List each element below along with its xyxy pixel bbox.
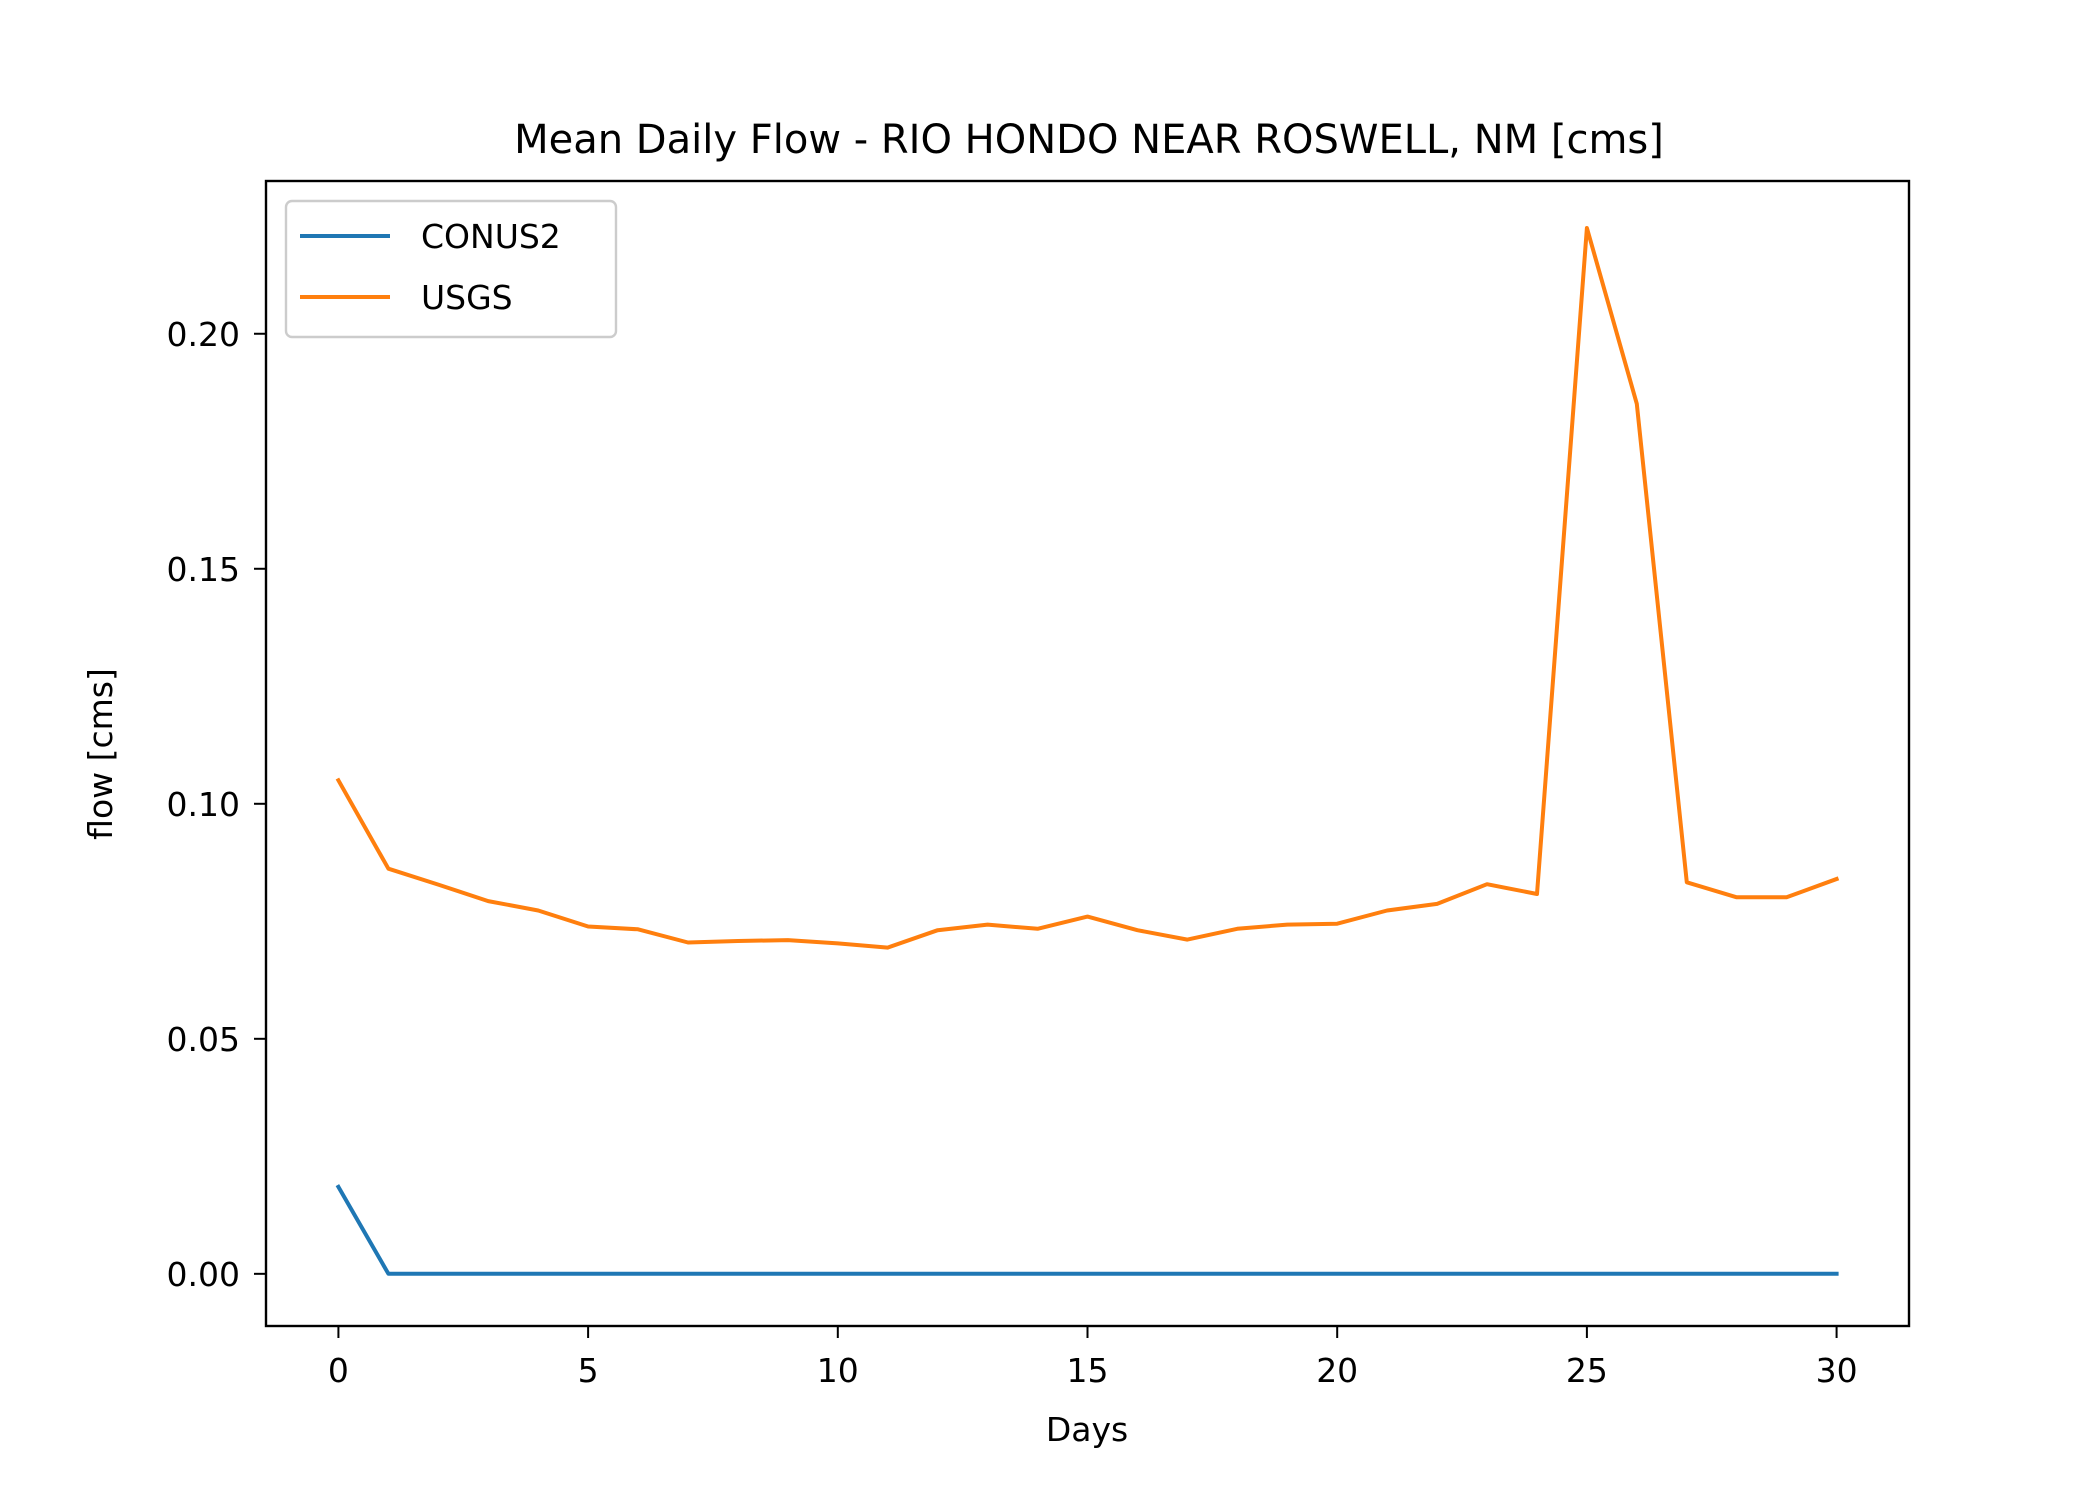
y-tick-label: 0.15 [167,550,240,589]
x-tick-label: 20 [1316,1351,1358,1390]
y-axis: 0.00 0.05 0.10 0.15 0.20 [167,315,266,1294]
y-tick-label: 0.10 [167,785,240,824]
x-tick-label: 30 [1816,1351,1858,1390]
x-tick-label: 5 [578,1351,599,1390]
legend: CONUS2 USGS [284,199,618,339]
y-tick-label: 0.05 [167,1020,240,1059]
legend-label-conus2: CONUS2 [421,217,561,256]
x-tick-label: 0 [328,1351,349,1390]
chart-title: Mean Daily Flow - RIO HONDO NEAR ROSWELL… [514,117,1664,163]
series-line-conus2 [335,1184,1839,1276]
x-tick-label: 10 [817,1351,859,1390]
x-tick-label: 25 [1566,1351,1608,1390]
x-tick-label: 15 [1067,1351,1109,1390]
y-tick-label: 0.20 [167,315,240,354]
series-layer [335,226,1840,1276]
legend-label-usgs: USGS [421,278,513,317]
series-line-usgs [335,226,1840,950]
x-axis: 0 5 10 15 20 25 30 [328,1326,1858,1390]
y-tick-label: 0.00 [167,1255,240,1294]
y-axis-label: flow [cms] [81,668,120,840]
x-axis-label: Days [1046,1410,1128,1449]
